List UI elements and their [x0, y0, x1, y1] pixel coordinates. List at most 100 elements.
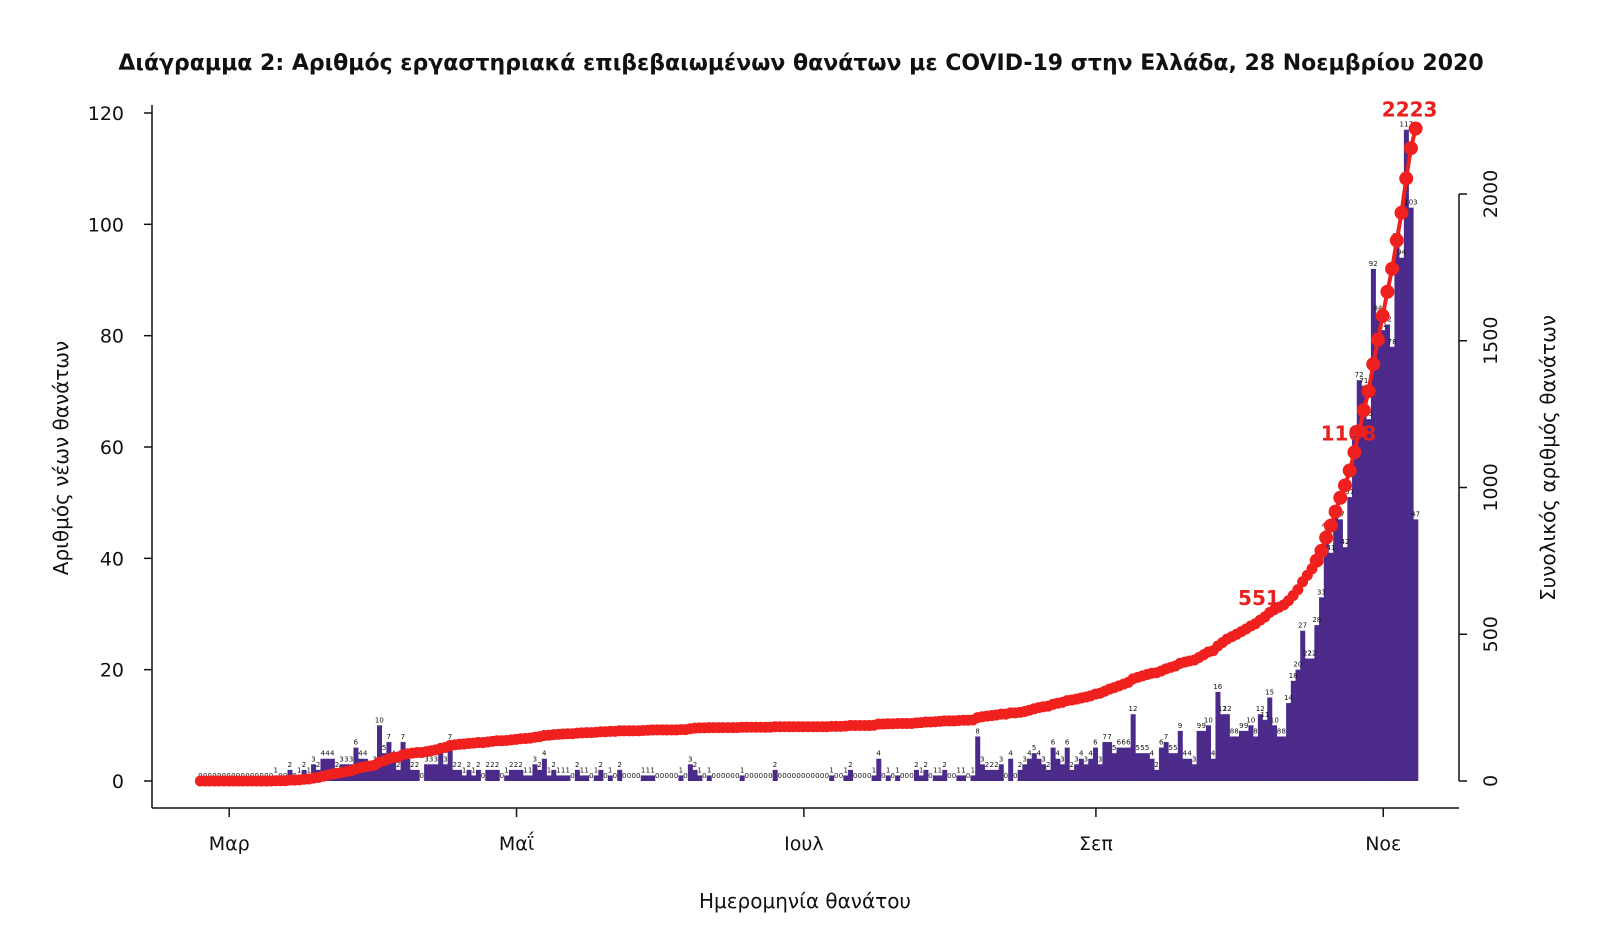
bar [1215, 691, 1221, 781]
bar-value-label: 0 [589, 772, 593, 780]
cumulative-point [1385, 261, 1400, 276]
bar-value-label: 3 [429, 755, 433, 763]
bar [1027, 758, 1033, 781]
bar [1366, 419, 1372, 781]
bar-value-label: 0 [900, 772, 904, 780]
bar-value-label: 0 [721, 772, 725, 780]
bar-value-label: 3 [1098, 755, 1102, 763]
bar-value-label: 4 [358, 750, 363, 758]
bar-value-label: 2 [457, 761, 461, 769]
bar-value-label: 2 [288, 761, 292, 769]
bar-value-label: 12 [1223, 705, 1232, 713]
x-tick-label: Νοε [1365, 833, 1401, 855]
bar [504, 775, 510, 781]
bar-value-label: 0 [839, 772, 843, 780]
daily-deaths-bars [273, 129, 1419, 782]
cumulative-point [1319, 530, 1334, 545]
bar-value-label: 12 [1218, 705, 1227, 713]
bar [574, 769, 580, 781]
axes [151, 105, 1460, 809]
cumulative-point [1361, 384, 1376, 399]
bar-value-label: 4 [330, 750, 335, 758]
bar [372, 764, 378, 781]
bar-value-label: 6 [1093, 739, 1098, 747]
bar-value-label: 2 [335, 761, 339, 769]
bar [513, 769, 519, 781]
bar [1210, 758, 1216, 781]
bar-value-label: 5 [382, 744, 386, 752]
bar-value-label: 22 [1308, 650, 1317, 658]
bar [1262, 719, 1268, 781]
bar [466, 769, 472, 781]
cumulative-point [1328, 504, 1343, 519]
bar [1399, 257, 1405, 782]
bar-value-label: 42 [1341, 538, 1350, 546]
bar-value-label: 1 [938, 766, 942, 774]
bar [1304, 658, 1310, 781]
bar [428, 764, 434, 781]
bar-value-label: 5 [1173, 744, 1177, 752]
x-axis-label: Ημερομηνία θανάτου [699, 889, 911, 913]
y2-tick-label: 1000 [1480, 463, 1502, 511]
bar [461, 775, 467, 781]
bar [1385, 324, 1391, 781]
bar [400, 742, 406, 781]
bar [1403, 129, 1409, 781]
bar-value-label: 0 [768, 772, 772, 780]
bar-value-label: 3 [344, 755, 348, 763]
bar [961, 775, 967, 781]
bar-value-label: 0 [801, 772, 805, 780]
bar-value-label: 1 [919, 766, 923, 774]
bar-value-label: 6 [1121, 739, 1126, 747]
bar [1149, 758, 1155, 781]
bar [1253, 736, 1259, 781]
bar-value-label: 3 [339, 755, 343, 763]
y-tick-label: 20 [100, 660, 124, 682]
bar-value-label: 0 [683, 772, 687, 780]
bar [1319, 597, 1325, 781]
bar [598, 769, 604, 781]
bar [405, 758, 411, 781]
bar [617, 769, 623, 781]
bar [424, 764, 430, 781]
bar [1041, 764, 1047, 781]
bar [1201, 730, 1207, 781]
bar-value-label: 0 [655, 772, 659, 780]
bar [1017, 769, 1023, 781]
bar [471, 775, 477, 781]
bar-value-label: 1 [561, 766, 565, 774]
y2-axis-label: Συνολικός αριθμός θανάτων [1536, 315, 1560, 601]
bar-value-label: 2 [509, 761, 513, 769]
cumulative-point [1366, 357, 1381, 372]
bar [537, 769, 543, 781]
bar-value-label: 2 [575, 761, 579, 769]
bar [1271, 725, 1277, 781]
bar [1206, 725, 1212, 781]
bar-value-label: 0 [500, 772, 504, 780]
bar-value-label: 1 [556, 766, 560, 774]
cumulative-point [1408, 121, 1423, 136]
bar-value-label: 12 [1129, 705, 1138, 713]
bar-value-label: 2 [617, 761, 621, 769]
bar-value-label: 7 [1164, 733, 1168, 741]
bar [1323, 530, 1329, 781]
bar [1060, 764, 1066, 781]
bar-value-label: 1 [933, 766, 937, 774]
bar [1116, 747, 1122, 781]
bar-value-label: 1 [306, 766, 310, 774]
cumulative-annotation: 551 [1238, 586, 1280, 610]
bar [508, 769, 514, 781]
bar-value-label: 0 [1004, 772, 1008, 780]
bar [640, 775, 646, 781]
bar-value-label: 9 [1178, 722, 1182, 730]
bar-value-label: 0 [909, 772, 913, 780]
bar-value-label: 1 [707, 766, 711, 774]
bar-value-label: 8 [1234, 727, 1238, 735]
bar-value-label: 0 [702, 772, 706, 780]
bar-value-label: 14 [1284, 694, 1293, 702]
bar [1389, 346, 1395, 781]
bar [1309, 658, 1315, 781]
bar [1314, 625, 1320, 781]
bar-value-label: 2 [924, 761, 928, 769]
bar-value-label: 2 [773, 761, 777, 769]
